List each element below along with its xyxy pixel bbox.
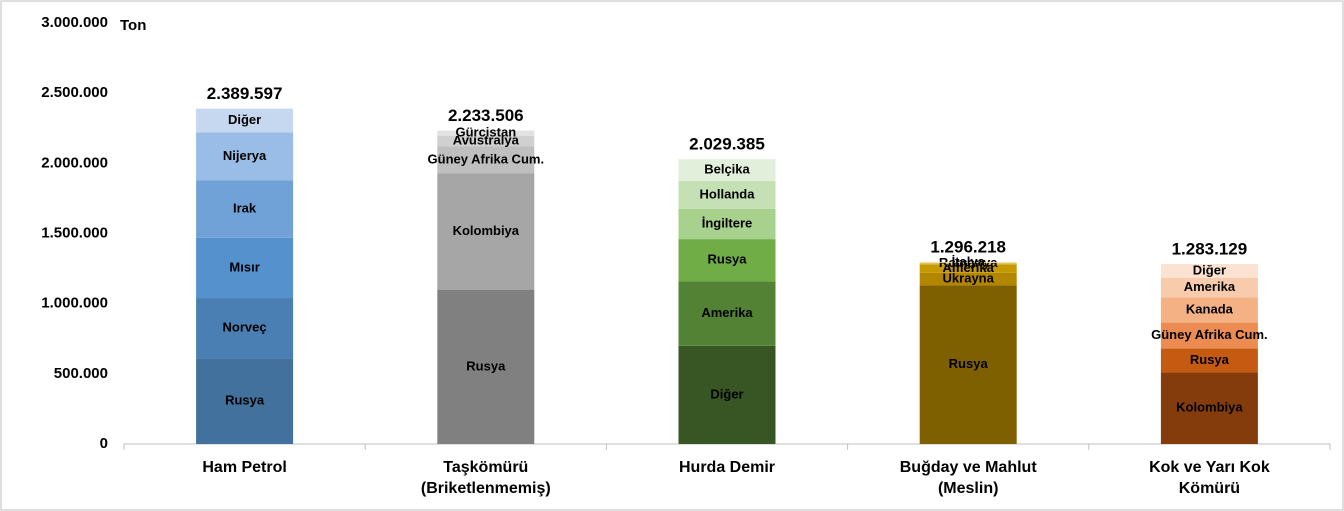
x-tick-label: Hurda Demir — [679, 459, 775, 476]
total-label: 1.283.129 — [1172, 239, 1248, 258]
segment-label: Güney Afrika Cum. — [1151, 327, 1268, 342]
y-axis-label: Ton — [120, 17, 146, 34]
y-tick-label: 2.500.000 — [41, 84, 108, 101]
segment-label: Rusya — [1190, 352, 1230, 367]
segment-label: Rusya — [225, 393, 265, 408]
bar-segment — [919, 262, 1017, 265]
bar-segment — [437, 135, 535, 147]
segment-label: Diğer — [228, 112, 261, 127]
bar-segment — [196, 132, 294, 181]
bar-segment — [437, 146, 535, 174]
segment-label: Rusya — [707, 252, 747, 267]
segment-label: Ukrayna — [943, 271, 995, 286]
y-tick-label: 1.000.000 — [41, 295, 108, 312]
y-tick-label: 3.000.000 — [41, 14, 108, 31]
x-tick-label: (Meslin) — [938, 480, 998, 497]
y-tick-label: 0 — [100, 435, 108, 452]
bar-segment — [437, 173, 535, 290]
x-tick-label: Taşkömürü — [443, 459, 528, 476]
bar-segment — [1160, 277, 1258, 298]
x-tick-label: Ham Petrol — [202, 459, 286, 476]
x-tick-label: Kok ve Yarı Kok — [1149, 459, 1270, 476]
y-tick-label: 2.000.000 — [41, 154, 108, 171]
bar-segment — [919, 262, 1017, 263]
total-label: 2.029.385 — [689, 135, 765, 154]
segment-label: Mısır — [229, 259, 259, 274]
segment-label: Hollanda — [700, 186, 756, 201]
bar-segment — [1160, 372, 1258, 444]
bar-segment — [678, 208, 776, 240]
segment-label: Rusya — [949, 356, 989, 371]
segment-label: Diğer — [1193, 262, 1226, 277]
segment-label: Avustralya — [453, 133, 520, 148]
segment-label: İtalya — [952, 254, 986, 269]
bar-segment — [437, 289, 535, 444]
bar-segment — [678, 239, 776, 282]
segment-label: Amerika — [701, 305, 753, 320]
segment-label: Rusya — [466, 358, 506, 373]
bar-segment — [1160, 348, 1258, 373]
segment-label: İngiltere — [702, 215, 753, 230]
segment-label: Belçika — [704, 161, 750, 176]
bar-segment — [196, 180, 294, 238]
bar-segment — [196, 298, 294, 359]
x-tick-label: Buğday ve Mahlut — [900, 459, 1038, 476]
segment-label: Kolombiya — [1176, 400, 1243, 415]
bar-segment — [919, 264, 1017, 273]
y-tick-label: 500.000 — [54, 365, 108, 382]
bar-segment — [919, 272, 1017, 286]
total-label: 1.296.218 — [930, 238, 1006, 257]
bar-segment — [196, 358, 294, 444]
bar-segment — [678, 281, 776, 346]
total-label: 2.233.506 — [448, 106, 524, 125]
total-label: 2.389.597 — [207, 84, 283, 103]
bar-segment — [437, 130, 535, 136]
bar-segment — [196, 237, 294, 299]
segment-label: Kolombiya — [453, 223, 520, 238]
y-tick-label: 1.500.000 — [41, 224, 108, 241]
segment-label: Kanada — [1186, 301, 1234, 316]
bar-segment — [196, 108, 294, 133]
segment-label: Nijerya — [223, 148, 267, 163]
bar-segment — [919, 285, 1017, 444]
segment-label: Güney Afrika Cum. — [428, 151, 545, 166]
bar-segment — [1160, 263, 1258, 278]
bar-segment — [1160, 322, 1258, 349]
segment-label: Irak — [233, 200, 257, 215]
bar-segment — [678, 345, 776, 444]
bar-segment — [1160, 297, 1258, 323]
segment-label: Amerika — [1184, 279, 1236, 294]
bar-segment — [678, 159, 776, 181]
segment-label: Diğer — [710, 386, 743, 401]
bar-segment — [678, 180, 776, 209]
segment-label: Norveç — [223, 320, 267, 335]
x-tick-label: Kömürü — [1179, 480, 1240, 497]
x-tick-label: (Briketlenmemiş) — [421, 480, 551, 497]
segment-label: Gürcistan — [455, 125, 516, 140]
